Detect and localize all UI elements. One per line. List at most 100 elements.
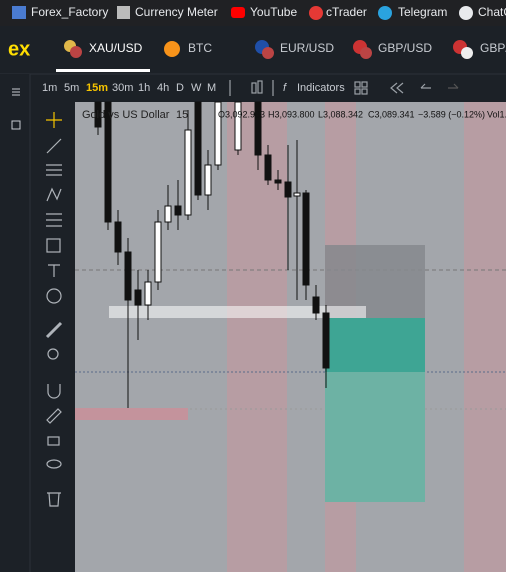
left-sidebar: [0, 74, 30, 572]
candle: [302, 192, 310, 286]
draw-mode-tool[interactable]: [46, 408, 62, 424]
chart-type-icon: [251, 82, 257, 94]
candle: [94, 101, 102, 128]
candle: [144, 281, 152, 306]
timeframe[interactable]: M: [207, 82, 216, 94]
tools-column: [31, 102, 74, 572]
candle: [234, 101, 242, 151]
tab-icon: [262, 47, 274, 59]
delete-tool[interactable]: [47, 492, 61, 507]
bookmark[interactable]: YouTube: [250, 5, 297, 19]
replay-icon[interactable]: [390, 82, 404, 94]
candle: [194, 101, 202, 196]
tab-icon: [164, 41, 180, 57]
undo-icon[interactable]: [420, 83, 431, 89]
redo-icon[interactable]: [448, 83, 459, 89]
ruler-tool[interactable]: [45, 321, 63, 339]
bookmark-icon: [117, 6, 130, 19]
ohlc-change: −3.589 (−0.12%): [418, 109, 485, 119]
candle: [312, 296, 320, 314]
timeframe[interactable]: 1h: [138, 82, 150, 94]
layout-icon: [361, 88, 368, 95]
crosshair-tool[interactable]: [46, 112, 62, 128]
layout-icon[interactable]: [354, 81, 361, 88]
candle: [322, 312, 330, 369]
ohlc-close: C3,089.341: [368, 109, 415, 119]
candle: [284, 181, 292, 198]
indicators-button[interactable]: Indicators: [297, 82, 345, 94]
ohlc-high: H3,093.800: [268, 109, 315, 119]
bookmark[interactable]: Forex_Factory: [31, 5, 108, 19]
chart-background: [75, 102, 506, 572]
pattern-tool[interactable]: [46, 187, 62, 202]
bookmark[interactable]: cTrader: [326, 5, 367, 19]
trendline-tool[interactable]: [46, 138, 62, 154]
candle: [184, 129, 192, 216]
list-icon[interactable]: [12, 88, 20, 96]
tabs-bar: [0, 26, 506, 72]
candle: [264, 154, 272, 181]
candle: [293, 192, 301, 197]
candles: [94, 101, 330, 408]
timeframe[interactable]: D: [176, 82, 184, 94]
tab[interactable]: BTC: [188, 41, 212, 55]
lock-tool[interactable]: [47, 436, 60, 446]
layout-icon: [354, 88, 361, 95]
bookmark-icon: [12, 6, 26, 19]
timeframe[interactable]: 1m: [42, 82, 57, 94]
timeframe-active[interactable]: 15m: [86, 82, 108, 94]
logo: ex: [8, 38, 30, 60]
bookmark[interactable]: Telegram: [398, 5, 447, 19]
fx-icon: f: [283, 82, 287, 94]
timeframe[interactable]: 4h: [157, 82, 169, 94]
tab-icon: [70, 46, 82, 58]
candle: [124, 251, 132, 301]
candle: [154, 221, 162, 283]
bookmark-icon: [459, 6, 473, 20]
timeframe[interactable]: 5m: [64, 82, 79, 94]
candle: [204, 164, 212, 196]
tab[interactable]: GBP/: [480, 41, 506, 55]
zone-rect: [75, 408, 188, 420]
tab[interactable]: GBP/USD: [378, 41, 432, 55]
symbol-interval: 15: [176, 109, 188, 121]
tab-icon: [461, 47, 473, 59]
stop-loss-box: [325, 245, 425, 318]
zoom-tool[interactable]: [47, 348, 59, 360]
ohlc-volume: Vol1.: [487, 109, 506, 119]
chart-type-icon: [257, 80, 263, 94]
active-tab-underline: [56, 69, 150, 72]
shape-tool[interactable]: [46, 238, 61, 253]
ohlc-low: L3,088.342: [318, 109, 363, 119]
candle: [274, 179, 282, 184]
session-band: [464, 102, 506, 572]
channel-tool[interactable]: [46, 164, 62, 176]
take-profit-box: [325, 318, 425, 372]
ohlc-open: O3,092.963: [218, 109, 265, 119]
timeframe[interactable]: 30m: [112, 82, 133, 94]
tab-icon: [360, 47, 372, 59]
fib-tool[interactable]: [46, 213, 62, 227]
candle: [164, 205, 172, 223]
calendar-icon[interactable]: [11, 120, 21, 130]
candle: [134, 289, 142, 306]
magnet-tool[interactable]: [47, 384, 61, 399]
chart-area: Gold vs US Dollar 15 O3,092.963 H3,093.8…: [75, 101, 506, 572]
emoji-tool[interactable]: [46, 288, 62, 304]
candle: [114, 221, 122, 253]
tab[interactable]: XAU/USD: [89, 41, 143, 55]
candle: [254, 101, 262, 156]
level-rect: [109, 306, 366, 318]
symbol-name: Gold vs US Dollar: [82, 109, 170, 121]
text-tool[interactable]: [48, 264, 60, 277]
bookmark[interactable]: Currency Meter: [135, 5, 218, 19]
bookmarks-bar: [0, 0, 506, 26]
bookmark-icon: [309, 6, 323, 20]
timeframe[interactable]: W: [191, 82, 202, 94]
visibility-tool[interactable]: [46, 459, 62, 469]
bookmark-icon: [378, 6, 392, 20]
tab[interactable]: EUR/USD: [280, 41, 334, 55]
bookmark[interactable]: ChatG: [478, 5, 506, 19]
candle: [214, 101, 222, 166]
candle: [174, 205, 182, 216]
